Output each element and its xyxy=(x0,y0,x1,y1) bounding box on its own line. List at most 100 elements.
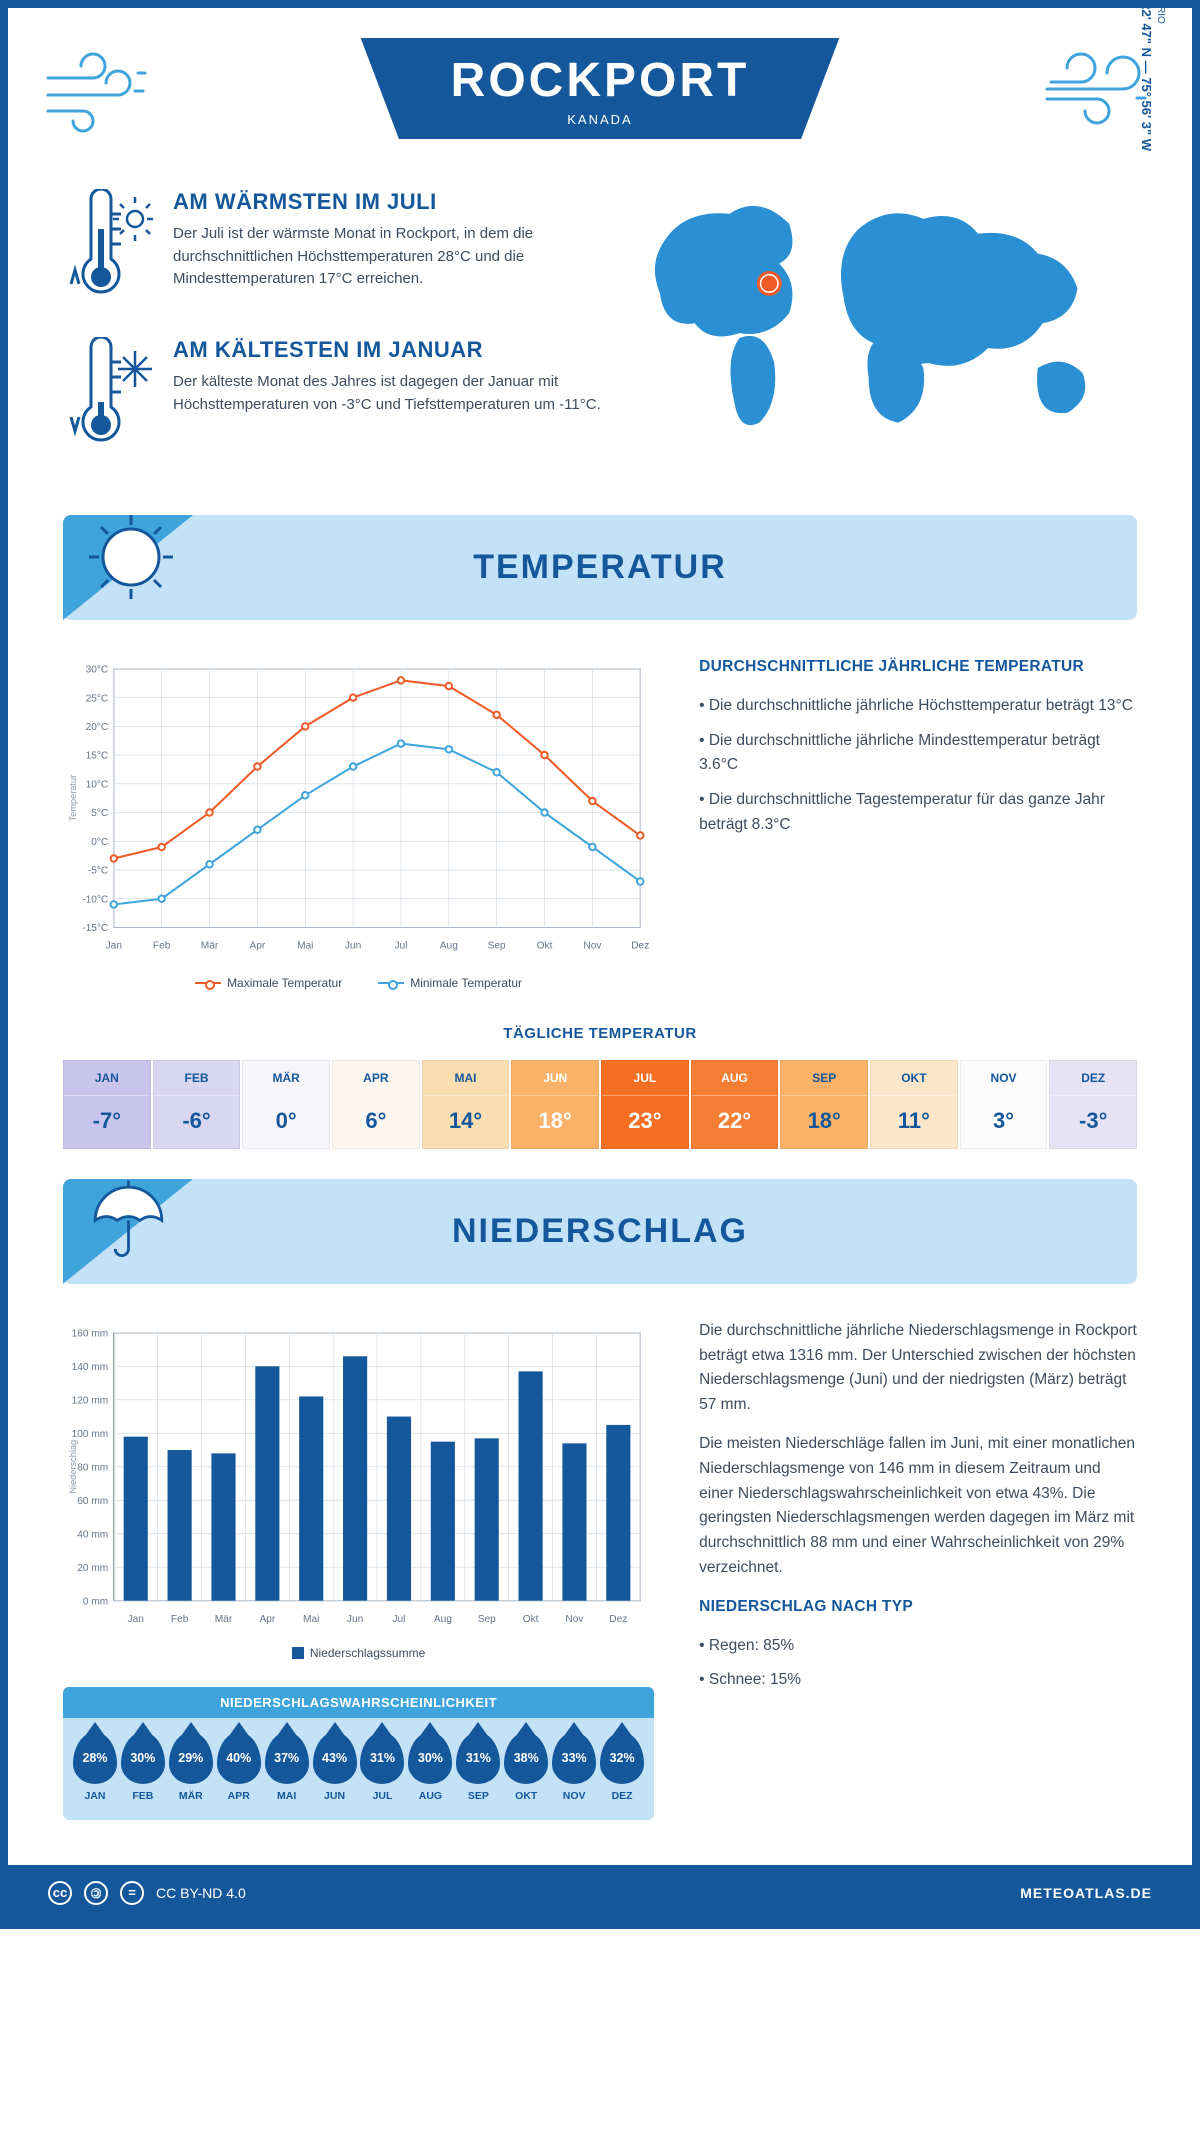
svg-text:Mär: Mär xyxy=(215,1614,233,1625)
temp-cell: MÄR0° xyxy=(242,1060,330,1149)
daily-temp-title: TÄGLICHE TEMPERATUR xyxy=(63,1025,1137,1042)
temp-cell: SEP18° xyxy=(780,1060,868,1149)
svg-text:-5°C: -5°C xyxy=(88,866,108,877)
title-banner: ROCKPORT KANADA xyxy=(361,38,840,139)
summary-row: AM WÄRMSTEN IM JULI Der Juli ist der wär… xyxy=(63,189,1137,485)
country-name: KANADA xyxy=(451,112,750,127)
svg-text:25°C: 25°C xyxy=(86,693,109,704)
temp-cell: NOV3° xyxy=(960,1060,1048,1149)
temp-cell: APR6° xyxy=(332,1060,420,1149)
svg-text:Okt: Okt xyxy=(537,941,553,952)
temp-cell: MAI14° xyxy=(422,1060,510,1149)
svg-text:Jan: Jan xyxy=(106,941,122,952)
svg-text:20°C: 20°C xyxy=(86,722,109,733)
temp-cell: OKT11° xyxy=(870,1060,958,1149)
wind-icon xyxy=(43,43,163,133)
probability-drop: 43% JUN xyxy=(313,1732,357,1802)
svg-text:Niederschlag: Niederschlag xyxy=(68,1440,78,1494)
svg-text:Aug: Aug xyxy=(440,941,458,952)
temp-cell: AUG22° xyxy=(691,1060,779,1149)
svg-text:160 mm: 160 mm xyxy=(72,1328,109,1339)
svg-text:Okt: Okt xyxy=(523,1614,539,1625)
svg-text:30°C: 30°C xyxy=(86,665,109,676)
temperature-header: TEMPERATUR xyxy=(63,515,1137,620)
svg-text:Nov: Nov xyxy=(583,941,602,952)
temp-cell: JUN18° xyxy=(511,1060,599,1149)
license-text: CC BY-ND 4.0 xyxy=(156,1885,246,1901)
svg-text:Jul: Jul xyxy=(392,1614,405,1625)
warmest-title: AM WÄRMSTEN IM JULI xyxy=(173,189,610,215)
svg-text:40 mm: 40 mm xyxy=(77,1529,108,1540)
temp-bullets: • Die durchschnittliche jährliche Höchst… xyxy=(699,694,1137,838)
precipitation-bar-chart: 0 mm 20 mm 40 mm 60 mm 80 mm 100 mm 120 mm 140 … xyxy=(63,1319,654,1633)
svg-text:-15°C: -15°C xyxy=(82,923,108,934)
svg-text:Sep: Sep xyxy=(478,1614,496,1625)
brand: METEOATLAS.DE xyxy=(1020,1885,1152,1901)
svg-text:15°C: 15°C xyxy=(86,751,109,762)
section-title: TEMPERATUR xyxy=(473,548,727,587)
svg-text:Jan: Jan xyxy=(128,1614,144,1625)
svg-text:60 mm: 60 mm xyxy=(77,1496,108,1507)
probability-drop: 37% MAI xyxy=(265,1732,309,1802)
svg-text:-10°C: -10°C xyxy=(82,894,108,905)
thermometer-hot-icon xyxy=(63,189,153,309)
nd-icon: = xyxy=(120,1881,144,1905)
svg-text:Mai: Mai xyxy=(297,941,313,952)
svg-text:Mai: Mai xyxy=(303,1614,319,1625)
precip-type-title: NIEDERSCHLAG NACH TYP xyxy=(699,1595,1137,1620)
sun-icon xyxy=(81,507,181,607)
coldest-fact: AM KÄLTESTEN IM JANUAR Der kälteste Mona… xyxy=(63,337,610,457)
chart-legend: Niederschlagssumme xyxy=(63,1646,654,1662)
thermometer-cold-icon xyxy=(63,337,153,457)
temp-cell: JAN-7° xyxy=(63,1060,151,1149)
precip-text-2: Die meisten Niederschläge fallen im Juni… xyxy=(699,1432,1137,1581)
temp-cell: JUL23° xyxy=(601,1060,689,1149)
bullet: • Die durchschnittliche jährliche Höchst… xyxy=(699,694,1137,719)
svg-text:Feb: Feb xyxy=(171,1614,189,1625)
temp-cell: DEZ-3° xyxy=(1049,1060,1137,1149)
by-icon: 🄯 xyxy=(84,1881,108,1905)
precip-text-1: Die durchschnittliche jährliche Niedersc… xyxy=(699,1319,1137,1418)
probability-drop: 29% MÄR xyxy=(169,1732,213,1802)
svg-text:Apr: Apr xyxy=(259,1614,275,1625)
probability-drop: 31% SEP xyxy=(456,1732,500,1802)
probability-drop: 40% APR xyxy=(217,1732,261,1802)
map-icon xyxy=(640,189,1137,448)
svg-text:20 mm: 20 mm xyxy=(77,1563,108,1574)
svg-text:Feb: Feb xyxy=(153,941,171,952)
footer: cc 🄯 = CC BY-ND 4.0 METEOATLAS.DE xyxy=(8,1865,1192,1921)
probability-drop: 32% DEZ xyxy=(600,1732,644,1802)
svg-text:80 mm: 80 mm xyxy=(77,1462,108,1473)
svg-text:0 mm: 0 mm xyxy=(83,1596,108,1607)
bullet: • Die durchschnittliche jährliche Mindes… xyxy=(699,729,1137,779)
infographic-frame: ROCKPORT KANADA xyxy=(0,0,1200,1929)
probability-drop: 28% JAN xyxy=(73,1732,117,1802)
temp-info-title: DURCHSCHNITTLICHE JÄHRLICHE TEMPERATUR xyxy=(699,655,1137,680)
svg-text:Jun: Jun xyxy=(347,1614,363,1625)
probability-drop: 38% OKT xyxy=(504,1732,548,1802)
svg-text:Dez: Dez xyxy=(631,941,649,952)
probability-drop: 31% JUL xyxy=(360,1732,404,1802)
probability-drop: 30% FEB xyxy=(121,1732,165,1802)
svg-text:140 mm: 140 mm xyxy=(72,1362,109,1373)
svg-text:100 mm: 100 mm xyxy=(72,1429,109,1440)
svg-text:Dez: Dez xyxy=(609,1614,627,1625)
precip-type-bullets: • Regen: 85%• Schnee: 15% xyxy=(699,1634,1137,1694)
daily-temp-strip: JAN-7° FEB-6° MÄR0° APR6° MAI14° JUN18° … xyxy=(63,1060,1137,1149)
warmest-fact: AM WÄRMSTEN IM JULI Der Juli ist der wär… xyxy=(63,189,610,309)
precipitation-probability: NIEDERSCHLAGSWAHRSCHEINLICHKEIT 28% JAN … xyxy=(63,1687,654,1820)
coldest-text: Der kälteste Monat des Jahres ist dagege… xyxy=(173,371,610,416)
probability-drop: 33% NOV xyxy=(552,1732,596,1802)
svg-text:Jun: Jun xyxy=(345,941,361,952)
coordinates: ONTARIO 44° 22' 47" N — 75° 56' 3" W xyxy=(1137,0,1167,199)
svg-text:120 mm: 120 mm xyxy=(72,1395,109,1406)
temperature-line-chart: -15°C-10°C-5°C0°C5°C10°C15°C20°C25°C30°C… xyxy=(63,655,654,960)
svg-text:Temperatur: Temperatur xyxy=(68,775,78,822)
header: ROCKPORT KANADA xyxy=(8,8,1192,159)
precipitation-header: NIEDERSCHLAG xyxy=(63,1179,1137,1284)
svg-text:Jul: Jul xyxy=(394,941,407,952)
city-name: ROCKPORT xyxy=(451,53,750,108)
license: cc 🄯 = CC BY-ND 4.0 xyxy=(48,1881,246,1905)
probability-drop: 30% AUG xyxy=(408,1732,452,1802)
svg-text:Aug: Aug xyxy=(434,1614,452,1625)
